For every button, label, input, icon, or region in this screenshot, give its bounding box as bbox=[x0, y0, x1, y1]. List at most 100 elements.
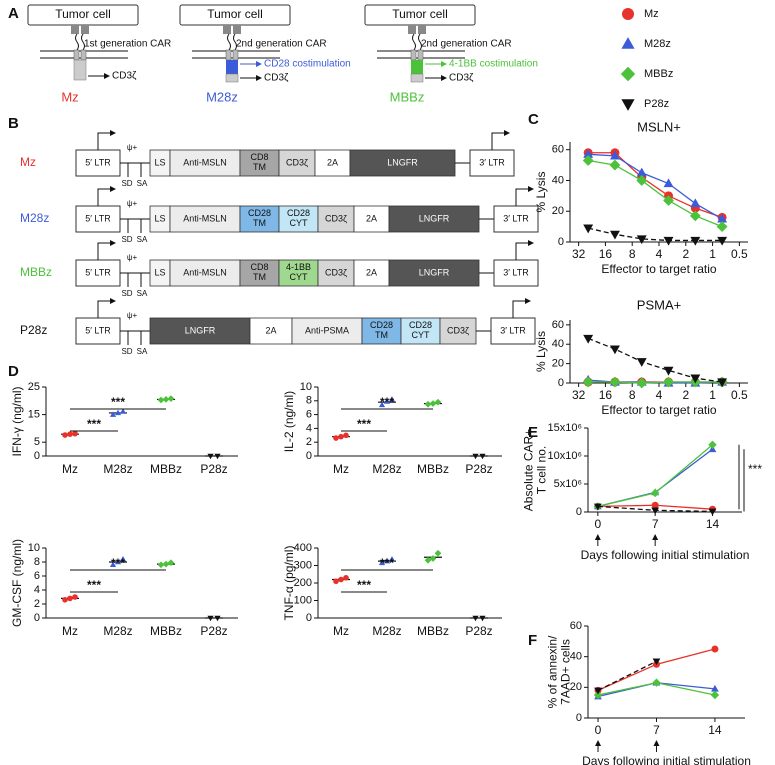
segment-label: LS bbox=[154, 267, 165, 277]
point bbox=[663, 376, 674, 388]
point bbox=[62, 597, 68, 603]
generation-label: 2nd generation CAR bbox=[236, 39, 327, 50]
y-tick-label: 10 bbox=[300, 381, 312, 393]
x-axis-label: Effector to target ratio bbox=[601, 262, 716, 276]
segment-label: 2A bbox=[366, 267, 377, 277]
hinge bbox=[412, 33, 422, 51]
segment bbox=[439, 317, 477, 345]
y-axis-label: T cell no. bbox=[535, 446, 549, 494]
legend-label: P28z bbox=[644, 98, 669, 110]
point bbox=[650, 488, 660, 498]
legend-marker bbox=[621, 37, 635, 49]
point bbox=[72, 430, 78, 437]
segment bbox=[317, 205, 355, 233]
segment bbox=[239, 259, 280, 287]
promoter-arrow bbox=[97, 188, 112, 206]
segment bbox=[278, 259, 319, 287]
y-tick-label: 10 bbox=[28, 542, 40, 554]
segment-label: CD28 CYT bbox=[409, 320, 432, 340]
point bbox=[636, 377, 648, 389]
point bbox=[429, 555, 437, 562]
arrow-head bbox=[504, 130, 510, 136]
point bbox=[479, 453, 486, 460]
arrow-head bbox=[110, 186, 116, 192]
y-tick-label: 6 bbox=[34, 570, 40, 582]
promoter-arrow bbox=[515, 242, 530, 260]
y-tick-label: 8 bbox=[34, 556, 40, 568]
point bbox=[716, 221, 728, 233]
x-tick-label: MBBz bbox=[417, 624, 449, 638]
point bbox=[62, 432, 68, 438]
ltr-label: 5′ LTR bbox=[85, 325, 111, 335]
ltr-label: 3′ LTR bbox=[503, 267, 529, 277]
y-axis-label: IL-2 (ng/ml) bbox=[282, 391, 296, 452]
segment bbox=[169, 149, 241, 177]
point bbox=[717, 236, 728, 246]
series-line bbox=[597, 448, 713, 508]
segment-label: CD28 CYT bbox=[287, 208, 310, 228]
series-line bbox=[588, 227, 723, 242]
point bbox=[434, 398, 442, 406]
promoter-arrow bbox=[491, 132, 506, 150]
y-tick-label: 40 bbox=[570, 651, 582, 663]
y-tick-label: 8 bbox=[306, 395, 312, 407]
segment-label: CD8 TM bbox=[250, 152, 268, 172]
point bbox=[157, 396, 165, 404]
arrow-head bbox=[652, 534, 659, 540]
x-tick-label: M28z bbox=[103, 624, 132, 638]
point bbox=[663, 178, 674, 188]
sd-label: SD bbox=[121, 347, 132, 356]
point bbox=[383, 398, 391, 404]
point bbox=[583, 334, 594, 344]
point bbox=[663, 236, 674, 246]
point bbox=[119, 555, 127, 562]
segment bbox=[317, 259, 355, 287]
point bbox=[214, 615, 221, 622]
sa-label: SA bbox=[137, 347, 148, 356]
ltr-label: 5′ LTR bbox=[85, 267, 111, 277]
segment-label: CD3ζ bbox=[447, 325, 469, 335]
sd-label: SD bbox=[121, 235, 132, 244]
y-tick-label: 40 bbox=[552, 174, 564, 186]
point bbox=[689, 210, 701, 222]
x-tick-label: 7 bbox=[652, 517, 659, 531]
point bbox=[651, 501, 659, 509]
point bbox=[610, 150, 620, 160]
point bbox=[167, 395, 175, 402]
segment bbox=[291, 317, 363, 345]
y-tick-label: 20 bbox=[570, 681, 582, 693]
x-tick-label: Mz bbox=[333, 462, 349, 476]
costim-domain bbox=[226, 60, 238, 74]
point bbox=[109, 561, 117, 568]
y-tick-label: 60 bbox=[552, 144, 564, 156]
scfv bbox=[81, 25, 89, 34]
segment-label: LS bbox=[154, 213, 165, 223]
x-tick-label: 2 bbox=[682, 247, 689, 261]
point bbox=[424, 400, 432, 408]
point bbox=[424, 556, 432, 564]
y-tick-label: 6 bbox=[306, 409, 312, 421]
arrow-head bbox=[110, 240, 116, 246]
tm bbox=[410, 49, 417, 61]
x-tick-label: M28z bbox=[372, 624, 401, 638]
point bbox=[472, 453, 479, 460]
arrow-head bbox=[104, 73, 110, 79]
series-line bbox=[597, 444, 713, 508]
significance-label: *** bbox=[357, 578, 371, 592]
segment bbox=[169, 205, 241, 233]
arrow-head bbox=[528, 240, 534, 246]
x-tick-label: Mz bbox=[62, 624, 78, 638]
point bbox=[711, 684, 719, 692]
segment bbox=[314, 149, 351, 177]
point bbox=[636, 167, 647, 177]
legend-label: MBBz bbox=[644, 68, 673, 80]
point bbox=[582, 155, 594, 166]
y-tick-label: 40 bbox=[552, 338, 564, 350]
construct-name: M28z bbox=[206, 89, 238, 104]
psi-label: ψ+ bbox=[127, 199, 138, 208]
x-tick-label: 1 bbox=[709, 388, 716, 402]
point bbox=[636, 358, 647, 367]
y-axis-label: % Lysis bbox=[534, 331, 548, 372]
significance-label: *** bbox=[380, 395, 394, 409]
tumor-cell-label: Tumor cell bbox=[207, 7, 263, 21]
